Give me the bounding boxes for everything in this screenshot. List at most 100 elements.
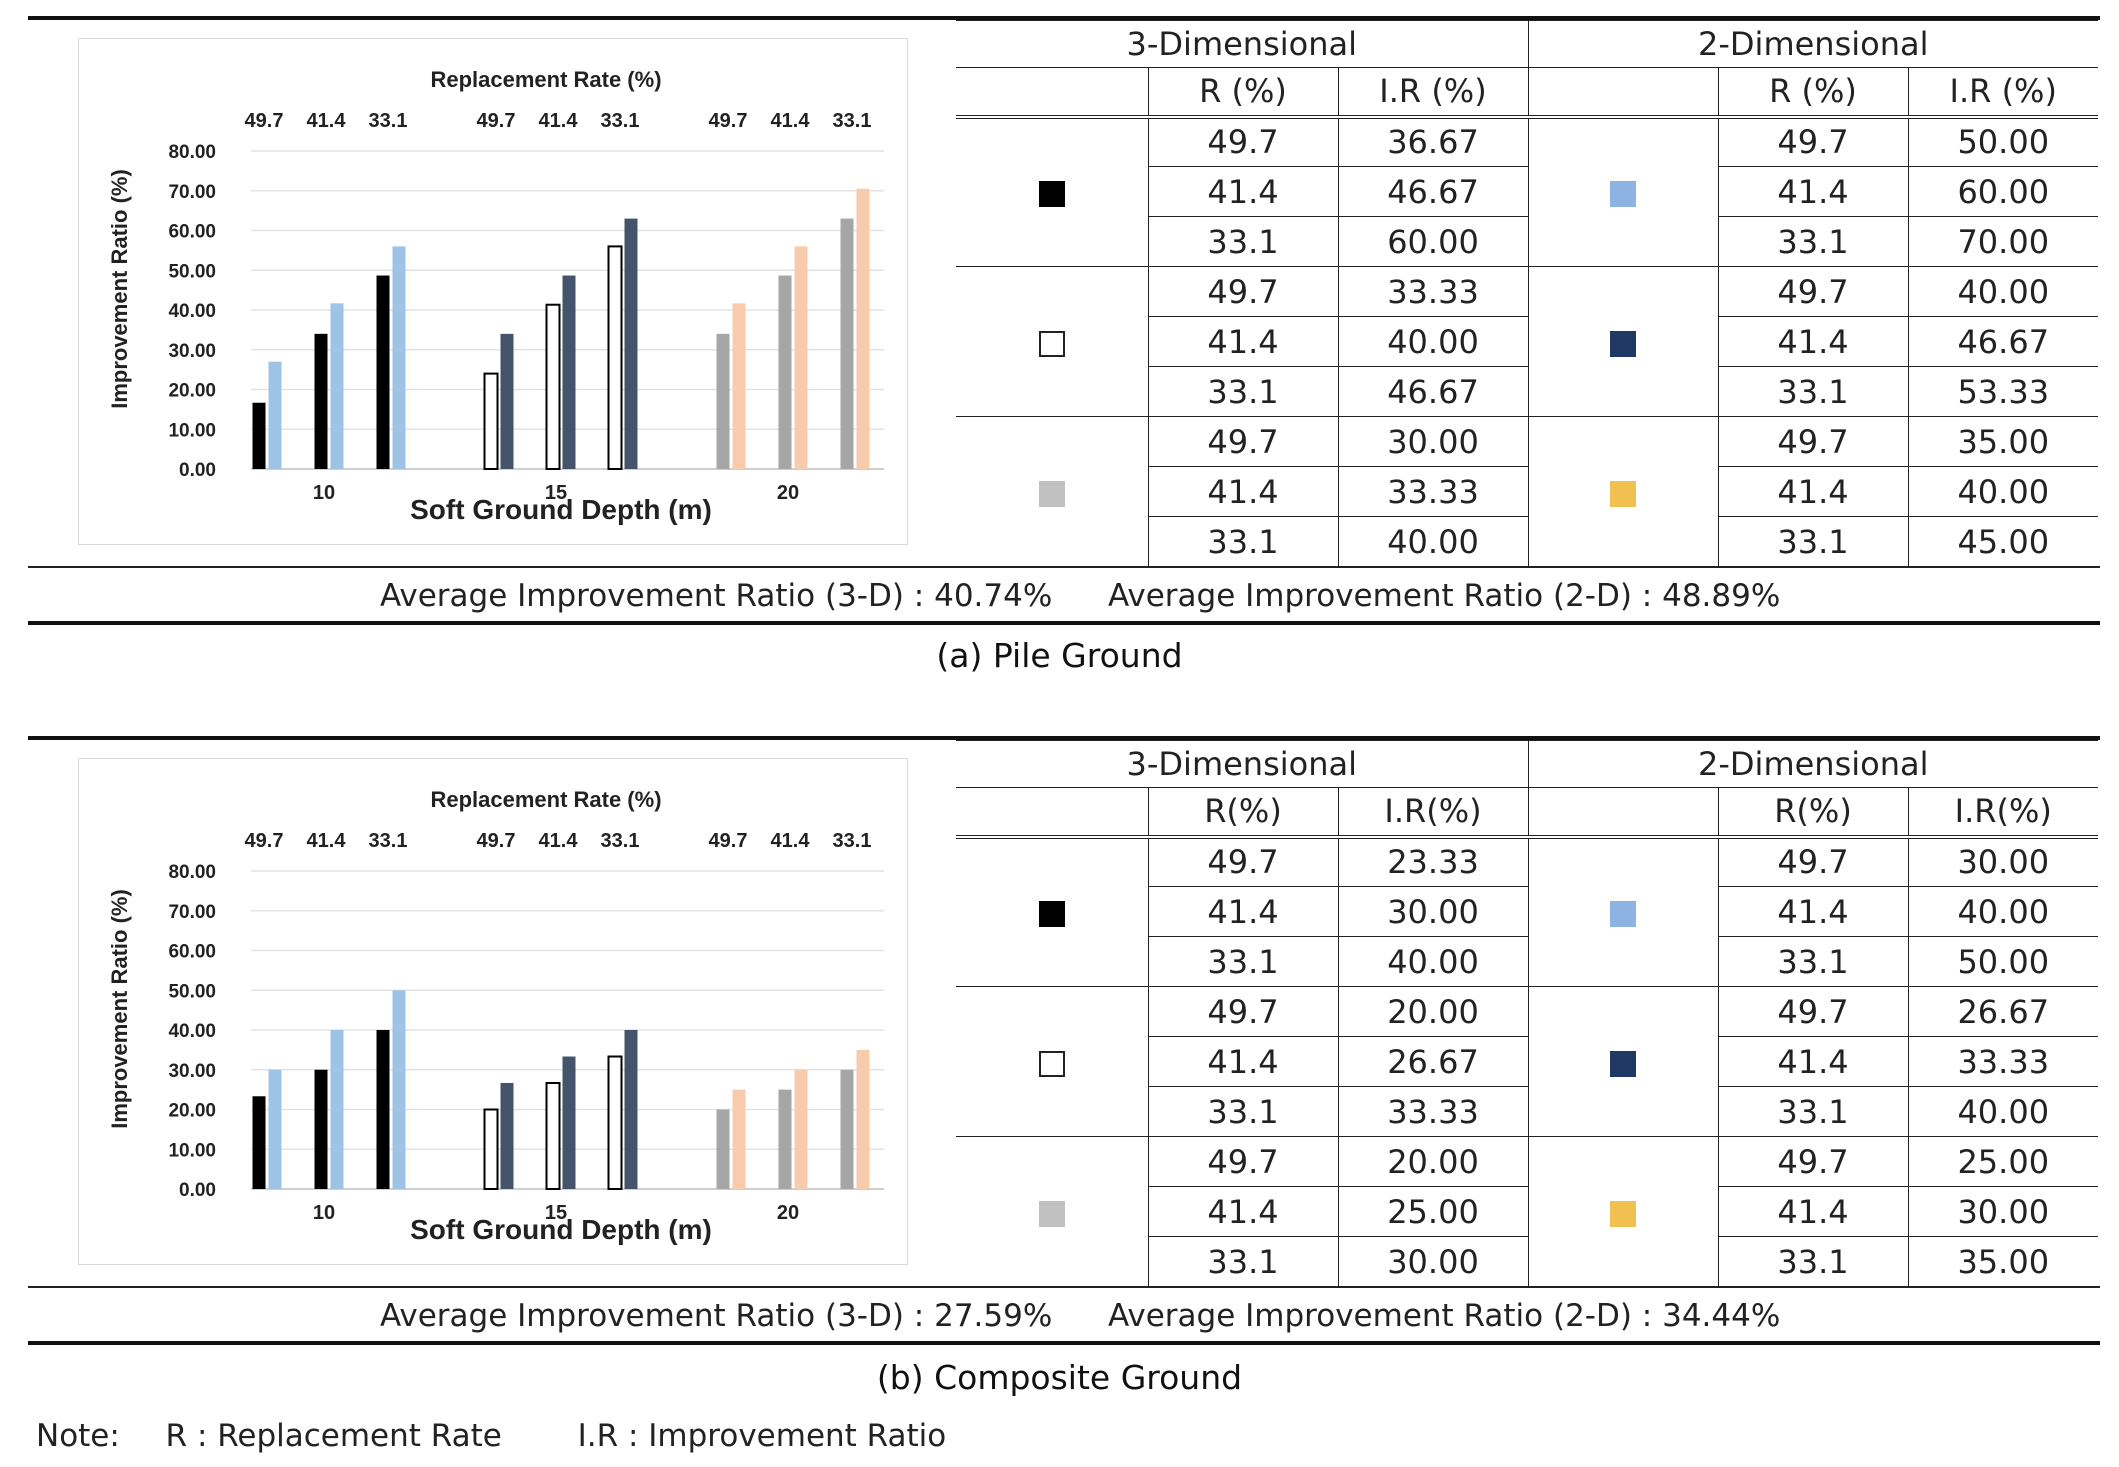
header-r-2d: R (%) [1717,67,1909,117]
ir-value-2d: 60.00 [1907,166,2098,217]
legend-swatch-2d [1610,181,1636,208]
chart-title: Replacement Rate (%) [430,67,661,92]
ir-value-2d: 50.00 [1907,114,2098,167]
legend-swatch-2d [1610,901,1636,928]
ir-value-2d: 53.33 [1907,366,2098,417]
r-value-2d: 49.7 [1717,416,1909,467]
bar-2d [856,1049,870,1189]
ir-value-3d: 30.00 [1337,1236,1529,1287]
r-value-3d: 49.7 [1147,986,1339,1037]
table-row: 49.7 23.33 49.7 30.00 [956,834,2098,987]
y-tick-label: 50.00 [168,981,216,1002]
r-value-2d: 33.1 [1717,516,1909,567]
ir-value-2d: 46.67 [1907,316,2098,367]
divider-rule [28,1286,2100,1288]
bar-3d [314,333,328,469]
bar-2d [794,246,808,469]
bar-2d [392,990,406,1189]
replacement-rate-label: 41.4 [539,110,579,132]
legend-cell-2d [1527,114,1719,267]
header-ir-3d: I.R (%) [1337,67,1529,117]
replacement-rate-label: 33.1 [601,110,640,132]
table-row: 49.7 33.33 49.7 40.00 [956,266,2098,417]
r-value-3d: 49.7 [1147,834,1339,887]
y-tick-label: 20.00 [168,1101,216,1122]
r-value-2d: 49.7 [1717,1136,1909,1187]
legend-cell-2d [1527,416,1719,567]
bar-3d [483,372,499,471]
legend-swatch-3d [1038,480,1065,507]
bar-3d [607,1055,623,1190]
table-row: 49.7 36.67 49.7 50.00 [956,114,2098,267]
y-tick-label: 70.00 [168,902,216,923]
bar-3d [376,275,390,469]
replacement-rate-label: 41.4 [539,830,579,852]
y-tick-label: 70.00 [168,182,216,203]
bar-2d [732,1089,746,1189]
r-value-3d: 41.4 [1147,166,1339,217]
ir-value-2d: 25.00 [1907,1136,2098,1187]
bar-3d [252,1096,266,1189]
table-row: 41.4 46.67 41.4 60.00 [956,166,2098,217]
bar-chart-svg: 80.00 70.00 60.00 50.00 40.00 30.00 20.00 10.00… [107,787,884,1245]
header-2d: 2-Dimensional [1527,20,2098,68]
y-tick-label: 80.00 [168,862,216,883]
ir-value-2d: 45.00 [1907,516,2098,567]
header-blank [956,787,1149,837]
y-tick-label: 10.00 [168,1140,216,1161]
r-value-2d: 41.4 [1717,886,1909,937]
replacement-rate-label: 49.7 [245,110,284,132]
r-value-3d: 41.4 [1147,466,1339,517]
ir-value-2d: 30.00 [1907,1186,2098,1237]
table-row: 33.1 40.00 33.1 45.00 [956,516,2098,567]
ir-value-2d: 50.00 [1907,936,2098,987]
header-ir-2d: I.R (%) [1907,67,2098,117]
bar-2d [624,218,638,469]
ir-value-3d: 60.00 [1337,216,1529,267]
r-value-3d: 49.7 [1147,266,1339,317]
ir-value-2d: 40.00 [1907,266,2098,317]
replacement-rate-label: 41.4 [307,110,347,132]
caption-pile-ground: (a) Pile Ground [936,636,1183,675]
replacement-rate-label: 33.1 [833,830,872,852]
ir-value-2d: 33.33 [1907,1036,2098,1087]
table-row: 33.1 30.00 33.1 35.00 [956,1236,2098,1287]
bar-3d [252,402,266,469]
replacement-rate-label: 49.7 [709,830,748,852]
bar-chart-svg: 80.00 70.00 60.00 50.00 40.00 30.00 20.00 10.00… [107,67,884,525]
table-row: 41.4 30.00 41.4 40.00 [956,886,2098,937]
header-r-3d: R(%) [1147,787,1339,837]
replacement-rate-label: 49.7 [245,830,284,852]
ir-value-3d: 33.33 [1337,466,1529,517]
top-rule [28,736,2100,740]
replacement-rate-label: 41.4 [307,830,347,852]
caption-composite-ground: (b) Composite Ground [876,1358,1243,1397]
chart-pile-ground: 80.00 70.00 60.00 50.00 40.00 30.00 20.00 10.00… [78,38,908,545]
divider-rule [28,566,2100,568]
y-tick-label: 40.00 [168,1021,216,1042]
legend-swatch-2d [1610,480,1636,507]
bar-3d [314,1069,328,1189]
ir-value-3d: 33.33 [1337,1086,1529,1137]
table-row: 33.1 40.00 33.1 50.00 [956,936,2098,987]
header-blank [956,67,1149,117]
legend-cell-3d [956,834,1149,987]
replacement-rate-label: 49.7 [709,110,748,132]
header-r-3d: R (%) [1147,67,1339,117]
legend-cell-3d [956,1136,1149,1287]
r-value-3d: 33.1 [1147,1086,1339,1137]
table-row: 33.1 46.67 33.1 53.33 [956,366,2098,417]
ir-value-2d: 26.67 [1907,986,2098,1037]
replacement-rate-label: 41.4 [771,110,811,132]
r-value-3d: 33.1 [1147,216,1339,267]
bar-3d [483,1108,499,1190]
r-value-3d: 41.4 [1147,1186,1339,1237]
average-2d-text: Average Improvement Ratio (2-D) : 48.89% [1108,578,1781,614]
legend-swatch-3d [1038,1050,1065,1077]
y-tick-label: 0.00 [179,1180,216,1201]
r-value-3d: 49.7 [1147,416,1339,467]
header-3d: 3-Dimensional [956,740,1529,788]
table-row: 49.7 20.00 49.7 26.67 [956,986,2098,1137]
replacement-rate-label: 33.1 [369,110,408,132]
bar-3d [376,1030,390,1189]
